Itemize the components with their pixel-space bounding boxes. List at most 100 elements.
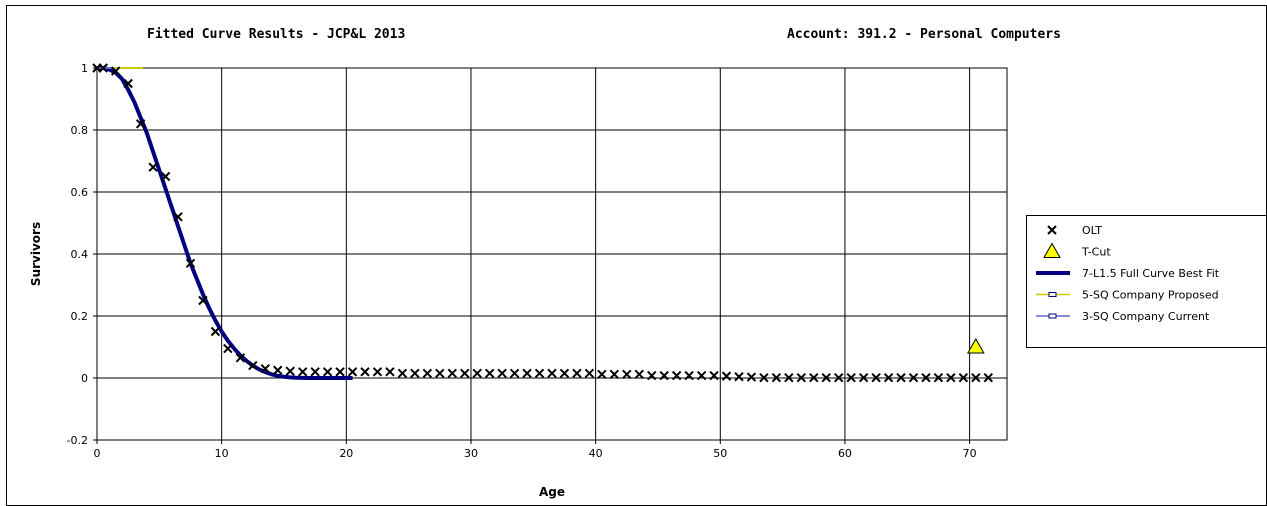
olt-point — [796, 372, 807, 383]
olt-point — [671, 370, 682, 381]
olt-point — [734, 372, 744, 382]
legend: OLT T-Cut 7-L1.5 Full Curve Best Fit 5-SQ C… — [1026, 215, 1267, 348]
olt-point — [534, 368, 545, 379]
olt-point — [210, 326, 221, 337]
y-axis-title: Survivors — [29, 222, 43, 286]
y-tick-label: 0.4 — [71, 248, 89, 261]
olt-point — [447, 368, 457, 379]
y-tick-label: 0.2 — [71, 310, 89, 323]
olt-point — [472, 368, 482, 379]
olt-point — [273, 365, 283, 375]
y-axis-ticks: -0.2 0 0.2 0.4 0.6 0.8 1 — [67, 62, 97, 447]
olt-point — [983, 372, 994, 383]
olt-point — [123, 78, 133, 89]
olt-point — [460, 368, 470, 379]
series-line-2 — [97, 66, 353, 380]
legend-item-0: OLT — [1047, 224, 1102, 237]
chart-title: Fitted Curve Results - JCP&L 2013 — [147, 27, 405, 42]
olt-point — [260, 363, 270, 374]
olt-point — [684, 370, 694, 381]
olt-point — [709, 370, 719, 381]
olt-point — [846, 372, 856, 383]
olt-point — [696, 370, 707, 381]
olt-point — [784, 372, 794, 383]
legend-x-marker — [1047, 225, 1057, 235]
olt-point — [98, 63, 108, 73]
x-axis-ticks: 0 10 20 30 40 50 60 70 — [94, 440, 977, 460]
olt-point — [597, 369, 607, 379]
olt-point — [547, 368, 557, 379]
olt-point — [297, 367, 308, 377]
olt-point — [759, 372, 769, 383]
x-tick-label: 10 — [215, 447, 229, 460]
olt-point — [647, 370, 657, 381]
olt-point — [322, 367, 333, 377]
olt-point — [896, 372, 906, 383]
y-tick-label: 1 — [81, 62, 88, 75]
olt-point — [572, 368, 582, 379]
olt-point — [484, 368, 495, 379]
y-tick-label: 0.8 — [71, 124, 89, 137]
y-tick-label: 0 — [81, 372, 88, 385]
olt-point — [921, 372, 931, 383]
olt-point — [285, 366, 295, 376]
olt-point — [821, 372, 831, 383]
olt-point — [385, 367, 395, 377]
y-tick-label: 0.6 — [71, 186, 89, 199]
olt-point — [634, 369, 644, 379]
olt-point — [509, 368, 520, 379]
olt-point — [971, 372, 981, 383]
olt-point — [497, 368, 507, 379]
olt-point — [235, 353, 246, 363]
olt-point — [559, 368, 570, 379]
olt-point — [809, 372, 819, 383]
olt-point — [721, 371, 732, 381]
series-markers — [92, 63, 994, 383]
olt-point — [883, 372, 894, 383]
olt-point — [659, 370, 669, 381]
olt-point — [410, 368, 420, 379]
legend-label: 7-L1.5 Full Curve Best Fit — [1082, 267, 1220, 280]
x-tick-label: 50 — [713, 447, 727, 460]
olt-point — [435, 368, 445, 379]
x-tick-label: 0 — [94, 447, 101, 460]
tcut-point — [966, 337, 985, 354]
x-tick-label: 30 — [464, 447, 478, 460]
olt-point — [622, 369, 632, 379]
olt-point — [746, 372, 757, 382]
legend-label: OLT — [1082, 224, 1102, 237]
olt-point — [871, 372, 881, 383]
olt-point — [958, 372, 969, 383]
y-tick-label: -0.2 — [67, 434, 88, 447]
olt-point — [360, 367, 370, 377]
legend-square-marker — [1048, 292, 1057, 297]
olt-point — [933, 372, 944, 383]
legend-item-4: 3-SQ Company Current — [1036, 310, 1210, 323]
olt-point — [135, 119, 146, 129]
legend-square-marker — [1048, 313, 1057, 319]
olt-point — [946, 372, 956, 383]
olt-point — [771, 372, 782, 383]
legend-item-2: 7-L1.5 Full Curve Best Fit — [1036, 267, 1220, 280]
legend-items: OLT T-Cut 7-L1.5 Full Curve Best Fit 5-SQ C… — [1036, 224, 1220, 323]
olt-point — [609, 369, 620, 379]
legend-label: 3-SQ Company Current — [1082, 310, 1210, 323]
legend-label: T-Cut — [1081, 246, 1111, 259]
legend-item-3: 5-SQ Company Proposed — [1036, 289, 1219, 302]
olt-point — [372, 367, 383, 377]
x-tick-label: 20 — [339, 447, 353, 460]
olt-point — [858, 372, 869, 383]
olt-point — [173, 212, 183, 222]
gridlines — [97, 68, 1007, 440]
x-tick-label: 40 — [589, 447, 603, 460]
olt-point — [522, 368, 532, 379]
x-axis-title: Age — [539, 485, 565, 499]
plot-area: 0 10 20 30 40 50 60 70 -0.2 0 0.2 0.4 0.6 0.8 1 — [67, 62, 1008, 460]
olt-point — [397, 368, 408, 379]
olt-point — [310, 367, 320, 377]
olt-point — [198, 295, 208, 306]
account-title: Account: 391.2 - Personal Computers — [787, 27, 1061, 42]
olt-point — [185, 258, 196, 269]
x-tick-label: 60 — [838, 447, 852, 460]
